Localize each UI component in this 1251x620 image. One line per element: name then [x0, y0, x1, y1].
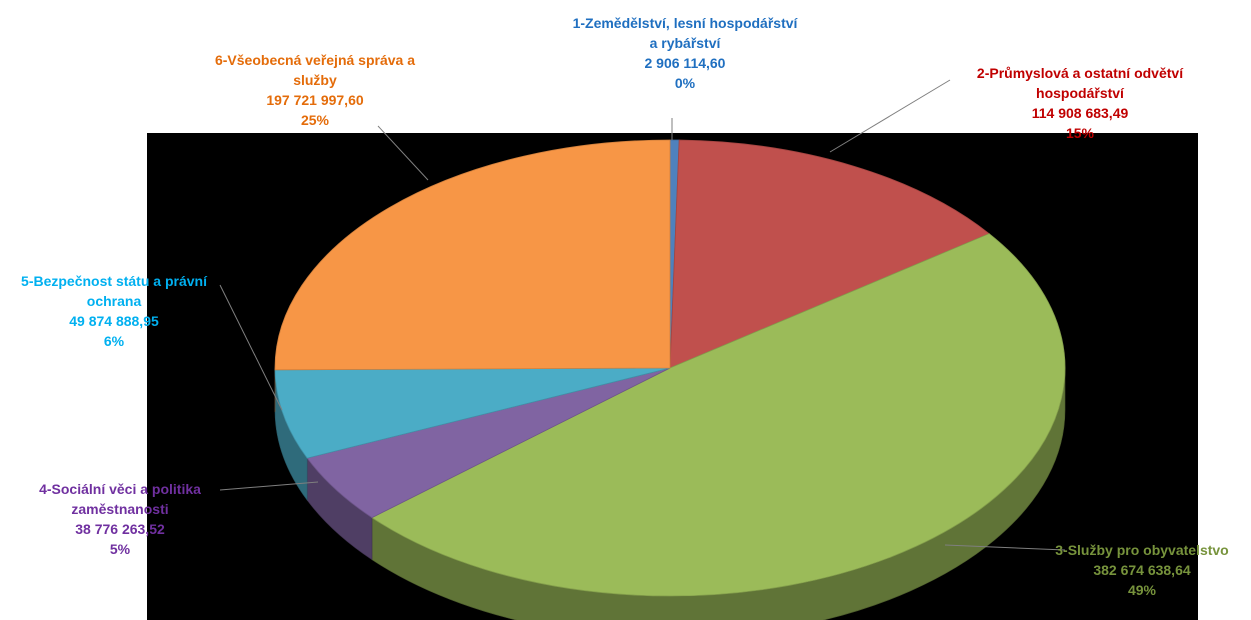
- slice-label-6: služby: [293, 72, 337, 88]
- slice-label-1: 1-Zemědělství, lesní hospodářství: [573, 15, 799, 31]
- leader-line-3: [944, 544, 1066, 551]
- data-label-6: 6-Všeobecná veřejná správa a služby 197 72…: [215, 52, 415, 128]
- data-label-5: 5-Bezpečnost státu a právní ochrana 49 874…: [21, 273, 208, 349]
- slice-value-1: 2 906 114,60: [645, 55, 726, 71]
- slice-value-2: 114 908 683,49: [1032, 105, 1129, 121]
- leader-line-5: [219, 284, 283, 411]
- slice-value-4: 38 776 263,52: [75, 521, 165, 537]
- slice-percent-6: 25%: [301, 112, 330, 128]
- slice-label-1: a rybářství: [650, 35, 722, 51]
- slice-label-5: 5-Bezpečnost státu a právní: [21, 273, 208, 289]
- slice-label-3: 3-Služby pro obyvatelstvo: [1055, 542, 1228, 558]
- pie-slice-6: [274, 139, 671, 371]
- slice-label-4: zaměstnanosti: [71, 501, 168, 517]
- leader-line-4: [219, 481, 319, 491]
- data-label-4: 4-Sociální věci a politika zaměstnanosti 3…: [39, 481, 201, 557]
- pie-slice-3: [371, 233, 1066, 597]
- slice-label-5: ochrana: [87, 293, 142, 309]
- leader-line-2: [829, 79, 951, 153]
- data-label-2: 2-Průmyslová a ostatní odvětví hospodářst…: [977, 65, 1184, 141]
- slice-percent-2: 15%: [1066, 125, 1095, 141]
- pie-slice-5: [274, 367, 671, 459]
- leader-line-6: [377, 125, 429, 181]
- slice-label-6: 6-Všeobecná veřejná správa a: [215, 52, 415, 68]
- pie-slice-2: [669, 139, 990, 369]
- slice-label-2: 2-Průmyslová a ostatní odvětví: [977, 65, 1184, 81]
- slice-percent-3: 49%: [1128, 582, 1157, 598]
- slice-label-4: 4-Sociální věci a politika: [39, 481, 201, 497]
- slice-value-5: 49 874 888,95: [69, 313, 159, 329]
- slice-label-2: hospodářství: [1036, 85, 1125, 101]
- data-label-1: 1-Zemědělství, lesní hospodářství a rybář…: [573, 15, 799, 91]
- slice-value-6: 197 721 997,60: [266, 92, 364, 108]
- slice-value-3: 382 674 638,64: [1093, 562, 1191, 578]
- slice-percent-4: 5%: [110, 541, 131, 557]
- slice-percent-5: 6%: [104, 333, 125, 349]
- slice-percent-1: 0%: [675, 75, 696, 91]
- data-label-3: 3-Služby pro obyvatelstvo 382 674 638,64 4…: [1055, 542, 1228, 598]
